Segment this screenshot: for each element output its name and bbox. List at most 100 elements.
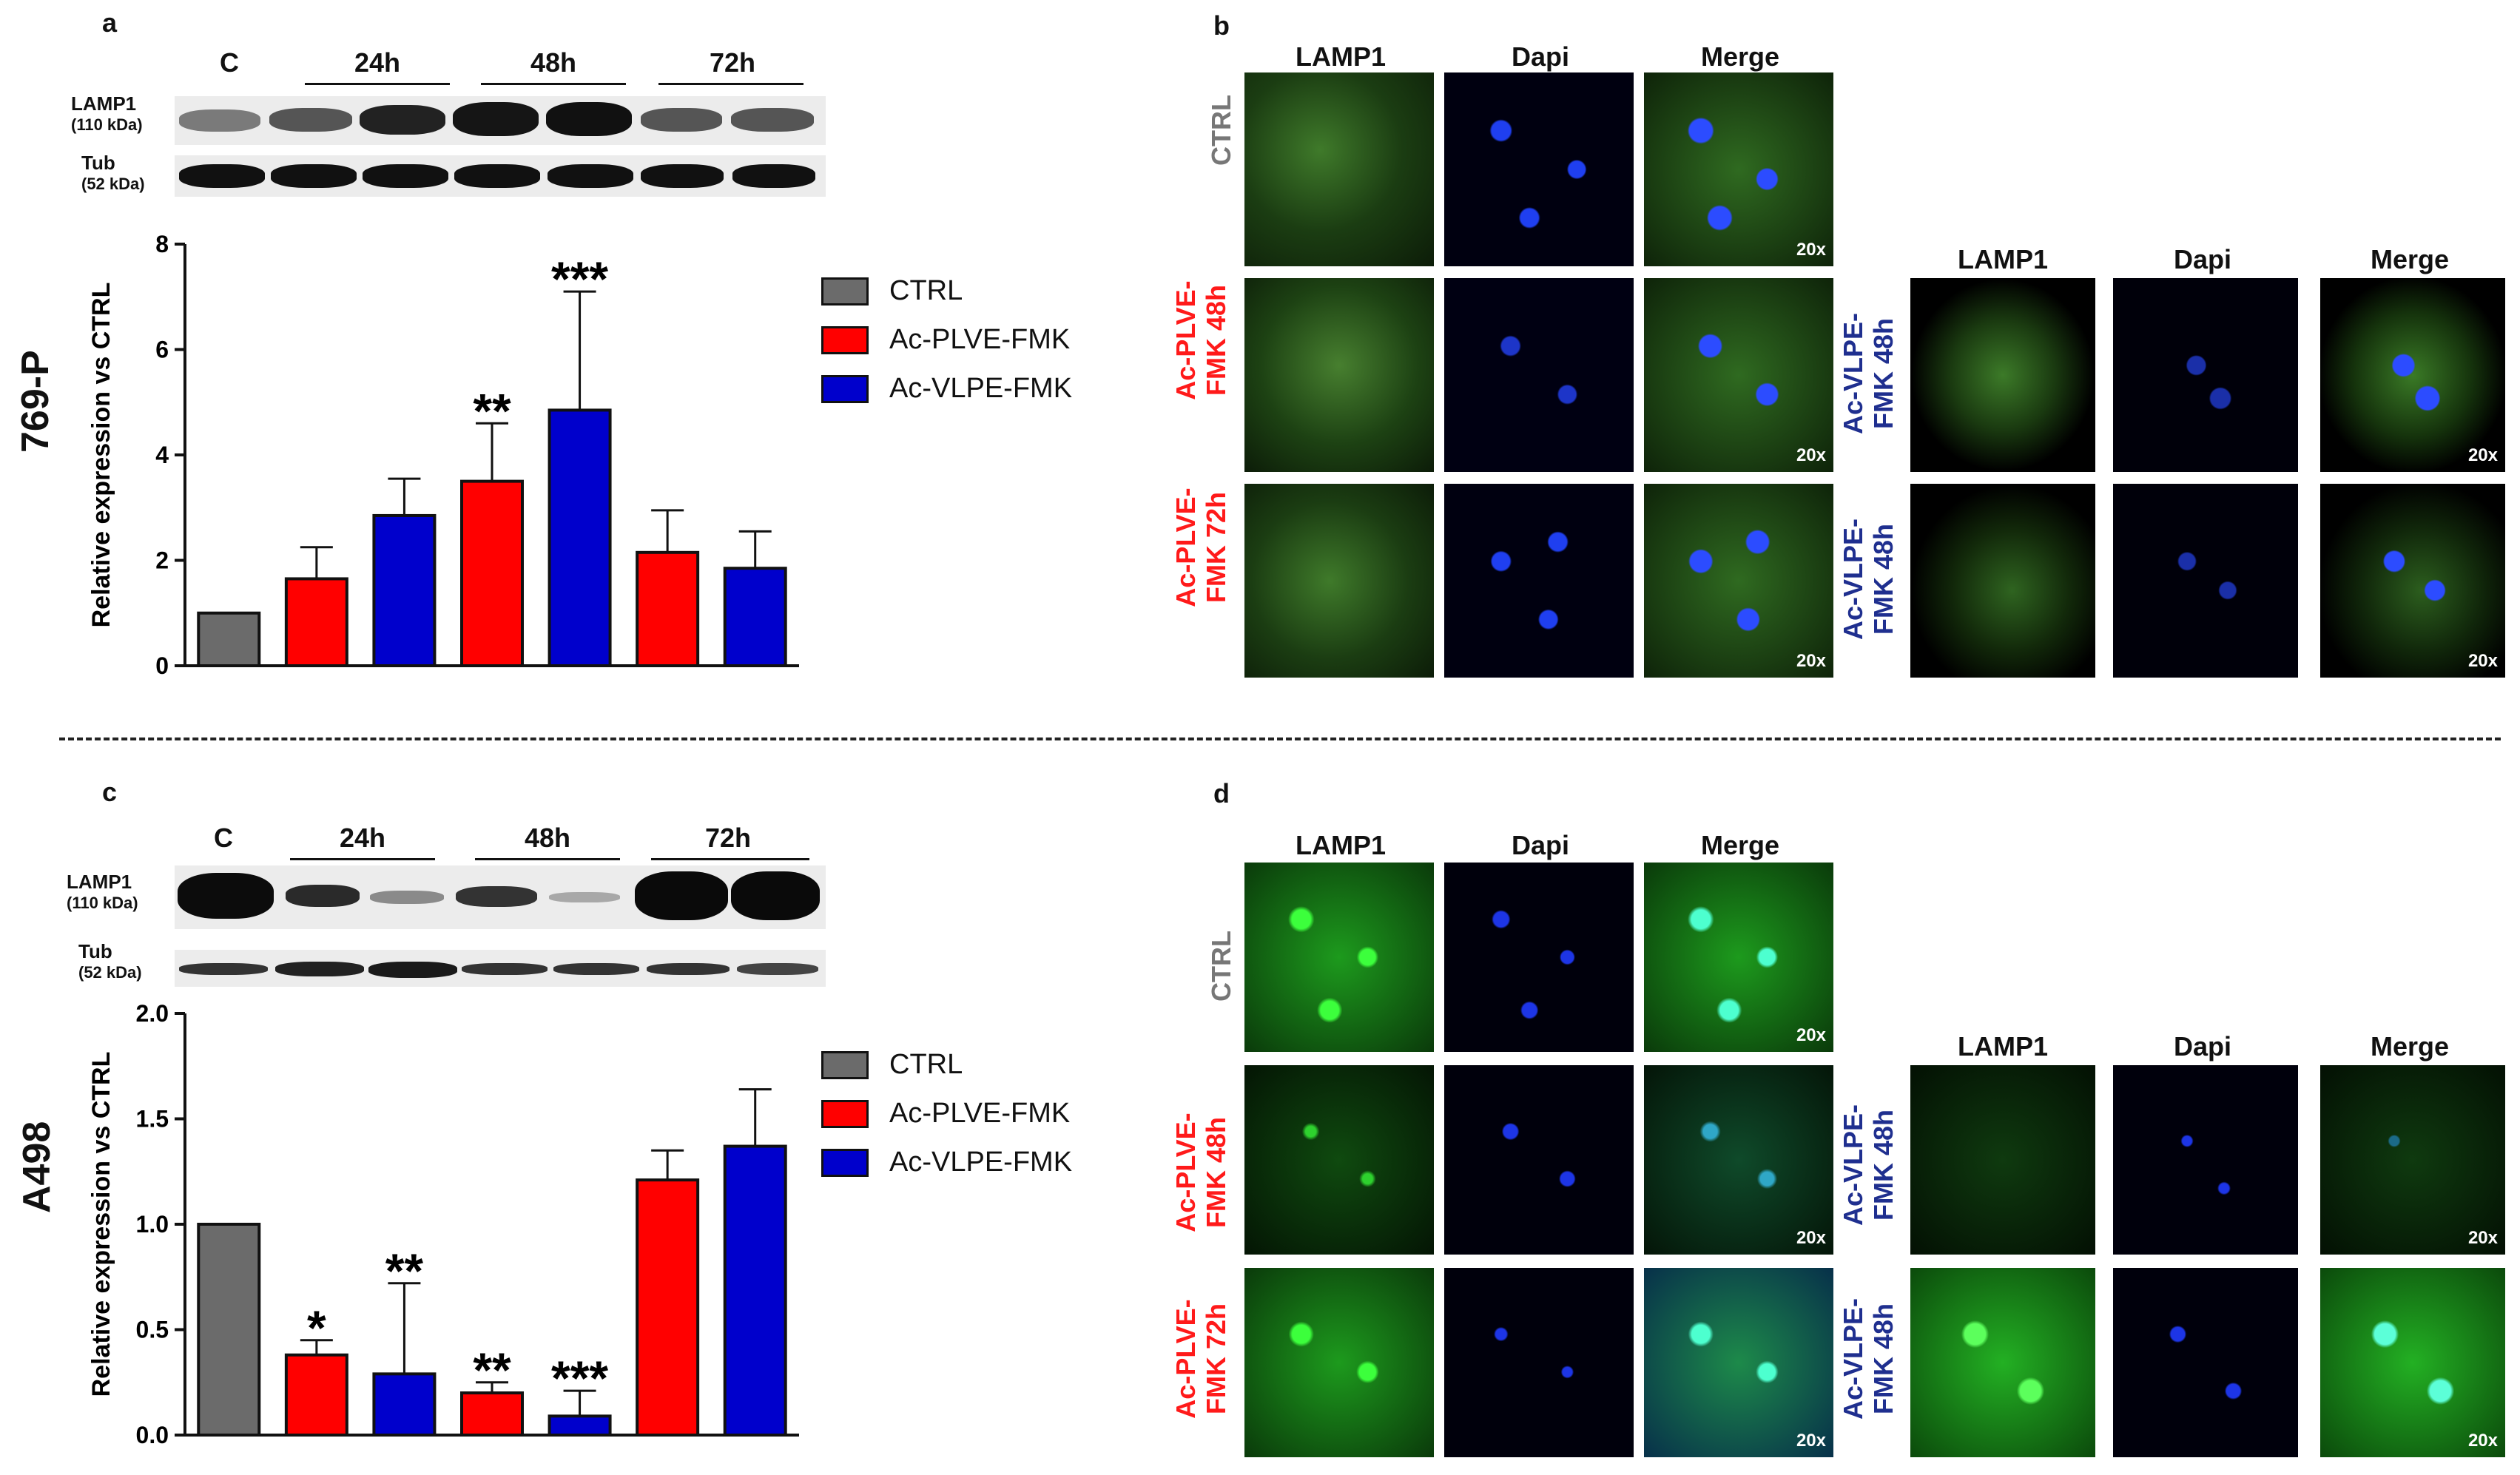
micrograph-merge-plve72: 20x bbox=[1644, 484, 1833, 678]
bar bbox=[723, 1144, 787, 1437]
micrograph-dapi-plve72 bbox=[1444, 484, 1634, 678]
blot-band bbox=[546, 102, 632, 136]
zoom-label: 20x bbox=[2467, 445, 2498, 465]
zoom-label: 20x bbox=[1796, 1228, 1826, 1248]
micrograph-lamp1-plve48 bbox=[1244, 278, 1434, 472]
blot-band bbox=[286, 885, 360, 907]
row-label-plve-48h: Ac-PLVE- FMK 48h bbox=[1170, 1113, 1232, 1232]
micrograph-dapi-ctrl bbox=[1444, 863, 1634, 1052]
blot-label-name: LAMP1 bbox=[67, 871, 132, 893]
lane-bracket-24h bbox=[305, 83, 450, 85]
lane-bracket-24h bbox=[290, 858, 435, 860]
lane-bracket-48h bbox=[481, 83, 626, 85]
micrograph-merge-plve48: 20x bbox=[1644, 278, 1833, 472]
lane-label-24h: 24h bbox=[339, 823, 386, 853]
column-head-merge: Merge bbox=[2370, 1031, 2450, 1061]
blot-band bbox=[178, 873, 274, 919]
micrograph-dapi-vlpe48-2 bbox=[2113, 484, 2298, 678]
zoom-label: 20x bbox=[1796, 445, 1826, 465]
blot-band bbox=[641, 164, 724, 188]
legend-swatch bbox=[821, 374, 869, 403]
blot-band bbox=[737, 963, 818, 975]
row-label-ctrl: CTRL bbox=[1206, 931, 1236, 1002]
blot-band bbox=[179, 109, 260, 132]
micrograph-merge-plve72: 20x bbox=[1644, 1268, 1833, 1457]
micrograph-lamp1-vlpe48-2 bbox=[1910, 1268, 2095, 1457]
blot-band bbox=[363, 164, 448, 188]
blot-label-lamp1: LAMP1 (110 kDa) bbox=[71, 92, 143, 134]
y-tick-label: 0.0 bbox=[136, 1422, 169, 1448]
column-head-lamp1: LAMP1 bbox=[1957, 244, 2048, 274]
bar bbox=[548, 408, 612, 667]
y-tick-label: 2 bbox=[155, 547, 169, 574]
y-tick-label: 1.5 bbox=[136, 1106, 169, 1133]
lane-label-72h: 72h bbox=[709, 47, 756, 78]
cell-line-label-a498: A498 bbox=[16, 1121, 58, 1213]
legend-label: CTRL bbox=[889, 275, 963, 306]
cell-line-label-769p: 769-P bbox=[14, 350, 57, 453]
row-label-plve-72h: Ac-PLVE- FMK 72h bbox=[1170, 1299, 1232, 1419]
legend-label: CTRL bbox=[889, 1049, 963, 1080]
bar bbox=[723, 567, 787, 667]
legend-item-ctrl: CTRL bbox=[821, 275, 963, 307]
y-tick-label: 8 bbox=[155, 231, 169, 257]
zoom-label: 20x bbox=[1796, 1025, 1826, 1045]
legend-item-vlpe: Ac-VLPE-FMK bbox=[821, 1147, 1072, 1178]
micrograph-lamp1-plve72 bbox=[1244, 1268, 1434, 1457]
blot-band bbox=[731, 108, 814, 132]
column-head-dapi: Dapi bbox=[2173, 244, 2231, 274]
lane-label-48h: 48h bbox=[524, 823, 571, 853]
blot-band bbox=[269, 108, 352, 132]
legend-swatch bbox=[821, 1050, 869, 1079]
blot-band bbox=[179, 164, 265, 188]
lane-label-c: C bbox=[214, 823, 233, 853]
blot-band bbox=[641, 108, 722, 132]
blot-band bbox=[548, 164, 633, 188]
legend-swatch bbox=[821, 1148, 869, 1177]
legend-swatch bbox=[821, 325, 869, 354]
legend-item-vlpe: Ac-VLPE-FMK bbox=[821, 373, 1072, 405]
lane-bracket-48h bbox=[475, 858, 620, 860]
zoom-label: 20x bbox=[1796, 240, 1826, 260]
micrograph-merge-ctrl: 20x bbox=[1644, 863, 1833, 1052]
zoom-label: 20x bbox=[1796, 651, 1826, 671]
legend-label: Ac-PLVE-FMK bbox=[889, 1098, 1071, 1129]
lane-bracket-72h bbox=[658, 83, 803, 85]
micrograph-lamp1-ctrl bbox=[1244, 863, 1434, 1052]
micrograph-dapi-vlpe48 bbox=[2113, 278, 2298, 472]
blot-band bbox=[553, 963, 639, 975]
micrograph-merge-vlpe48: 20x bbox=[2320, 278, 2505, 472]
significance-marker: ** bbox=[385, 1243, 424, 1298]
bar bbox=[636, 1178, 700, 1437]
legend-swatch bbox=[821, 1099, 869, 1128]
lane-bracket-72h bbox=[651, 858, 809, 860]
column-head-dapi: Dapi bbox=[1511, 41, 1569, 72]
western-blot-lamp1 bbox=[175, 865, 826, 929]
micrograph-merge-vlpe48-2: 20x bbox=[2320, 1268, 2505, 1457]
micrograph-lamp1-plve48 bbox=[1244, 1065, 1434, 1255]
y-axis-label: Relative expression vs CTRL bbox=[89, 1052, 115, 1397]
column-head-merge: Merge bbox=[1700, 41, 1780, 72]
blot-label-kda: (110 kDa) bbox=[67, 893, 138, 912]
row-label-plve-48h: Ac-PLVE- FMK 48h bbox=[1170, 280, 1232, 400]
micrograph-lamp1-ctrl bbox=[1244, 72, 1434, 266]
blot-band bbox=[731, 871, 820, 920]
micrograph-merge-ctrl: 20x bbox=[1644, 72, 1833, 266]
column-head-lamp1: LAMP1 bbox=[1295, 41, 1386, 72]
micrograph-lamp1-vlpe48 bbox=[1910, 278, 2095, 472]
column-head-dapi: Dapi bbox=[1511, 830, 1569, 860]
micrograph-dapi-vlpe48-2 bbox=[2113, 1268, 2298, 1457]
western-blot-lamp1 bbox=[175, 96, 826, 145]
column-head-dapi: Dapi bbox=[2173, 1031, 2231, 1061]
panel-label-d: d bbox=[1213, 778, 1230, 809]
lane-label-c: C bbox=[220, 47, 239, 78]
zoom-label: 20x bbox=[2467, 1228, 2498, 1248]
panel-label-b: b bbox=[1213, 10, 1230, 41]
row-label-vlpe-48h: Ac-VLPE- FMK 48h bbox=[1838, 1104, 1899, 1226]
blot-label-kda: (52 kDa) bbox=[81, 174, 145, 193]
legend-label: Ac-VLPE-FMK bbox=[889, 373, 1073, 404]
blot-label-kda: (110 kDa) bbox=[71, 115, 143, 134]
blot-band bbox=[732, 164, 815, 188]
blot-band bbox=[453, 102, 539, 136]
